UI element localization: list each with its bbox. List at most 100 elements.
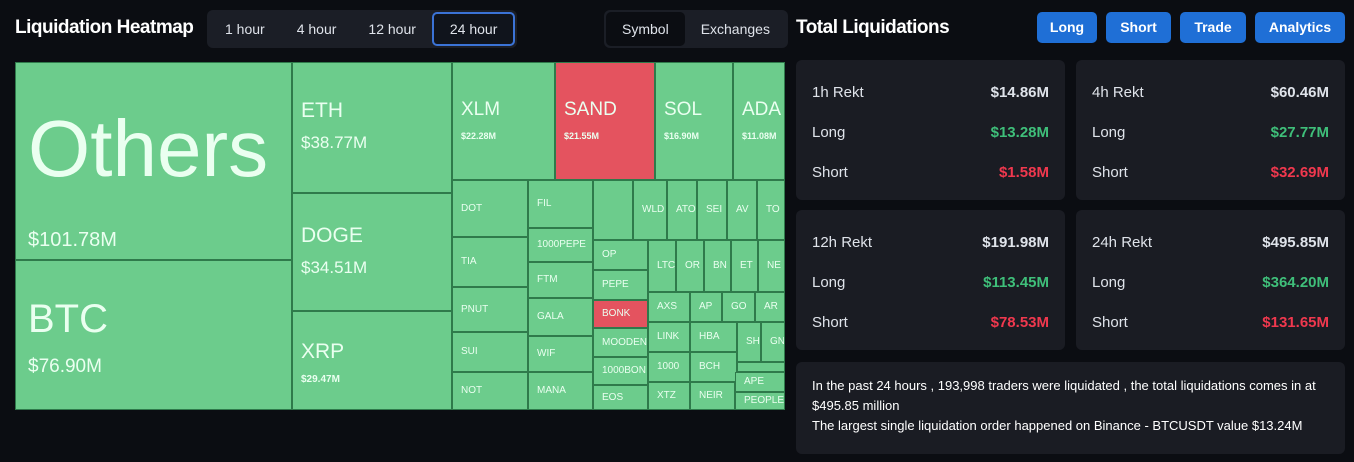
tile [593,180,633,240]
tile: OP [593,240,648,270]
tile: NEIR [690,382,735,410]
tab[interactable]: 1 hour [225,21,265,37]
stat-row: 24h Rekt $495.85M [1092,234,1329,251]
tile: SOL $16.90M [655,62,733,180]
tab[interactable]: 24 hour [431,12,516,46]
stat-label: 12h Rekt [812,234,873,251]
tile: LINK [648,322,690,352]
tile: PEOPLE [735,392,785,410]
tile-name: GALA [537,311,564,322]
tile-name: BCH [699,361,721,372]
tile-name: SUI [461,346,478,357]
tile-name: SOL [664,99,703,120]
stat-card: 12h Rekt $191.98M Long $113.45M Short $78.53M [796,210,1065,350]
tile: ET [731,240,758,292]
tile: MOODEN [593,328,648,357]
tile: MANA [528,372,593,410]
tile-name: BN [713,260,727,271]
tile: SAND $21.55M [555,62,655,180]
tile-name: 1000BON [602,365,646,376]
stat-row: Short $78.53M [812,314,1049,331]
tile: LTC [648,240,676,292]
stat-card: 1h Rekt $14.86M Long $13.28M Short $1.58M [796,60,1065,200]
button[interactable]: Trade [1180,12,1246,43]
tile-value: $21.55M [564,130,600,141]
tile-name: 1000 [657,361,680,372]
tile-value: $16.90M [664,130,700,141]
tile-name: AR [764,301,778,312]
tab[interactable]: 12 hour [368,21,416,37]
summary-text: In the past 24 hours , 193,998 traders w… [812,378,1316,413]
tile-value: $38.77M [301,133,368,153]
tile-name: WLD [642,204,665,215]
tile-name: PEPE [602,279,629,290]
tile-name: HBA [699,331,720,342]
tile: SEI [697,180,727,240]
tile-name: WIF [537,348,556,359]
tile: 1000BON [593,357,648,385]
stat-value: $27.77M [1270,124,1329,141]
button[interactable]: Analytics [1255,12,1345,43]
tile-name: AP [699,301,713,312]
stat-value: $78.53M [990,314,1049,331]
tile-name: SH [746,336,760,347]
view-tabs: Symbol Exchanges [604,10,788,48]
tile: PNUT [452,287,528,332]
tile-name: LTC [657,260,676,271]
tile: TO [757,180,785,240]
tile: AR [755,292,785,322]
tile-name: NEIR [699,390,723,401]
tile-name: GO [731,301,747,312]
stat-card: 4h Rekt $60.46M Long $27.77M Short $32.69M [1076,60,1345,200]
tile-name: TIA [461,256,477,267]
tile: AV [727,180,757,240]
tile: 1000 [648,352,690,382]
tile: OR [676,240,704,292]
tile-name: TO [766,204,780,215]
tile [737,362,785,372]
tile: ATO [667,180,697,240]
tile: 1000PEPE [528,228,593,262]
tab[interactable]: Exchanges [700,21,770,37]
tile-name: PNUT [461,303,489,315]
timeframe-tabs: 1 hour 4 hour 12 hour 24 hour [207,10,518,48]
tile: WLD [633,180,667,240]
tile-value: $76.90M [28,356,102,377]
tile-name: NOT [461,385,483,396]
stat-row: Long $364.20M [1092,274,1329,291]
tile-name: PEOPLE [744,395,785,406]
tab[interactable]: Symbol [606,12,685,46]
stat-row: Short $1.58M [812,164,1049,181]
tile: GALA [528,298,593,336]
stat-row: Short $32.69M [1092,164,1329,181]
stat-value: $113.45M [983,274,1049,291]
stat-row: 12h Rekt $191.98M [812,234,1049,251]
stat-value: $13.28M [990,124,1049,141]
tile-value: $11.08M [742,130,777,141]
tile: XLM $22.28M [452,62,555,180]
button[interactable]: Long [1037,12,1097,43]
tile: APE [735,372,785,392]
stat-label: 1h Rekt [812,84,864,101]
tile-name: OP [602,249,617,260]
tile: AXS [648,292,690,322]
page-title: Liquidation Heatmap [15,17,194,38]
tile: HBA [690,322,737,352]
tile-name: EOS [602,391,624,403]
tile-name: ETH [301,99,343,122]
tab[interactable]: 4 hour [296,21,337,37]
tile: GN [761,322,785,362]
tile-name: BTC [28,297,108,341]
stat-value: $60.46M [1270,84,1329,101]
tile: DOT [452,180,528,237]
tile: DOGE $34.51M [292,193,452,311]
stat-label: Long [1092,124,1126,141]
tile-name: ADA [742,99,782,120]
tile: NE [758,240,785,292]
tile-name: NE [767,260,781,271]
panel-title: Total Liquidations [796,17,950,38]
tile: NOT [452,372,528,410]
button[interactable]: Short [1106,12,1171,43]
tile-name: AV [736,204,749,215]
